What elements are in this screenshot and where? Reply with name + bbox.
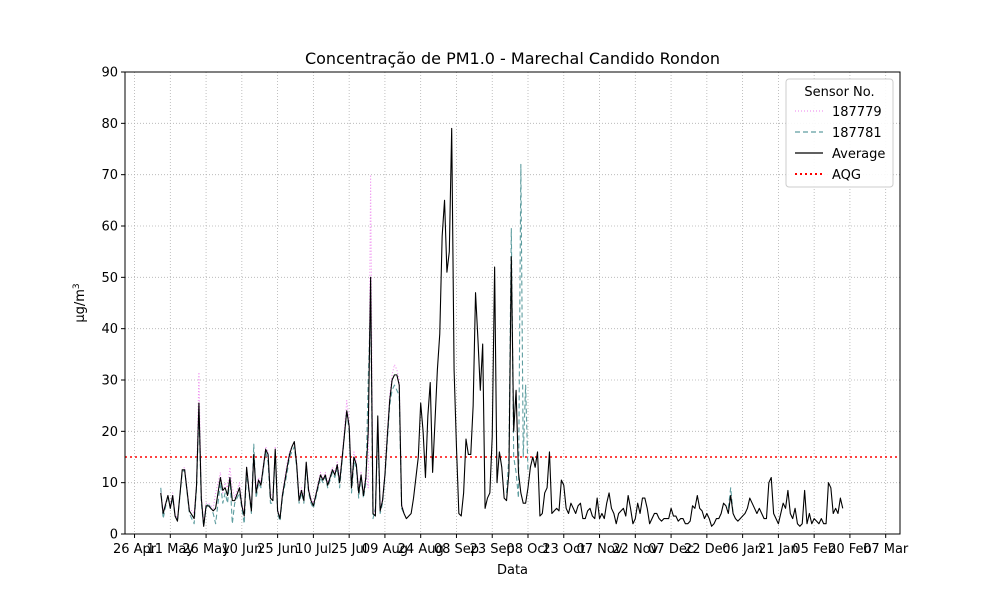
x-tick-label: 26 May: [182, 542, 230, 557]
x-axis-label: Data: [497, 563, 528, 578]
chart-title: Concentração de PM1.0 - Marechal Candido…: [305, 49, 720, 68]
x-tick-label: 26 Apr: [113, 542, 157, 557]
series-line-187781: [727, 487, 734, 514]
legend-label-aqg: AQG: [832, 168, 861, 183]
x-tick-label: 22 Dec: [684, 542, 730, 557]
y-tick-label: 30: [101, 374, 118, 389]
x-tick-label: 08 Oct: [506, 542, 549, 557]
x-tick-label: 11 May: [147, 542, 195, 557]
x-tick-label: 21 Jan: [758, 542, 799, 557]
x-tick-label: 25 Jul: [331, 542, 367, 557]
legend: Sensor No. 187779 187781 Average AQG: [785, 78, 894, 188]
x-tick-label: 23 Oct: [542, 542, 585, 557]
y-axis: 0 10 20 30 40 50 60 70 80 90: [101, 66, 125, 543]
x-tick-label: 06 Jan: [722, 542, 763, 557]
series-layer: [160, 127, 844, 527]
y-tick-label: 20: [101, 425, 118, 440]
series-line-average: [160, 127, 844, 527]
legend-title: Sensor No.: [804, 85, 874, 100]
series-line-187779: [160, 174, 405, 525]
y-tick-label: 10: [101, 476, 118, 491]
legend-label-average: Average: [832, 147, 885, 162]
legend-label-187779: 187779: [832, 105, 882, 120]
legend-box: [785, 78, 894, 188]
plot-frame: [124, 71, 901, 535]
x-tick-label: 22 Nov: [612, 542, 658, 557]
x-tick-label: 07 Mar: [863, 542, 909, 557]
y-tick-label: 60: [101, 220, 118, 235]
x-tick-label: 07 Dec: [648, 542, 694, 557]
x-tick-label: 24 Aug: [398, 542, 444, 557]
x-tick-label: 25 Jun: [257, 542, 298, 557]
x-tick-label: 07 Nov: [577, 542, 623, 557]
y-tick-label: 90: [101, 66, 118, 81]
y-tick-label: 40: [101, 322, 118, 337]
y-axis-label: µg/m3: [72, 283, 88, 322]
x-tick-label: 10 Jun: [221, 542, 262, 557]
series-line-187781: [505, 163, 529, 499]
x-tick-label: 10 Jul: [295, 542, 331, 557]
x-tick-label: 20 Feb: [828, 542, 872, 557]
y-tick-label: 50: [101, 271, 118, 286]
y-tick-label: 70: [101, 168, 118, 183]
x-tick-label: 05 Feb: [792, 542, 836, 557]
y-tick-label: 80: [101, 117, 118, 132]
x-tick-label: 23 Sep: [470, 542, 515, 557]
y-tick-label: 0: [110, 528, 118, 543]
x-tick-label: 08 Sep: [434, 542, 479, 557]
legend-label-187781: 187781: [832, 126, 882, 141]
x-tick-label: 09 Aug: [362, 542, 408, 557]
